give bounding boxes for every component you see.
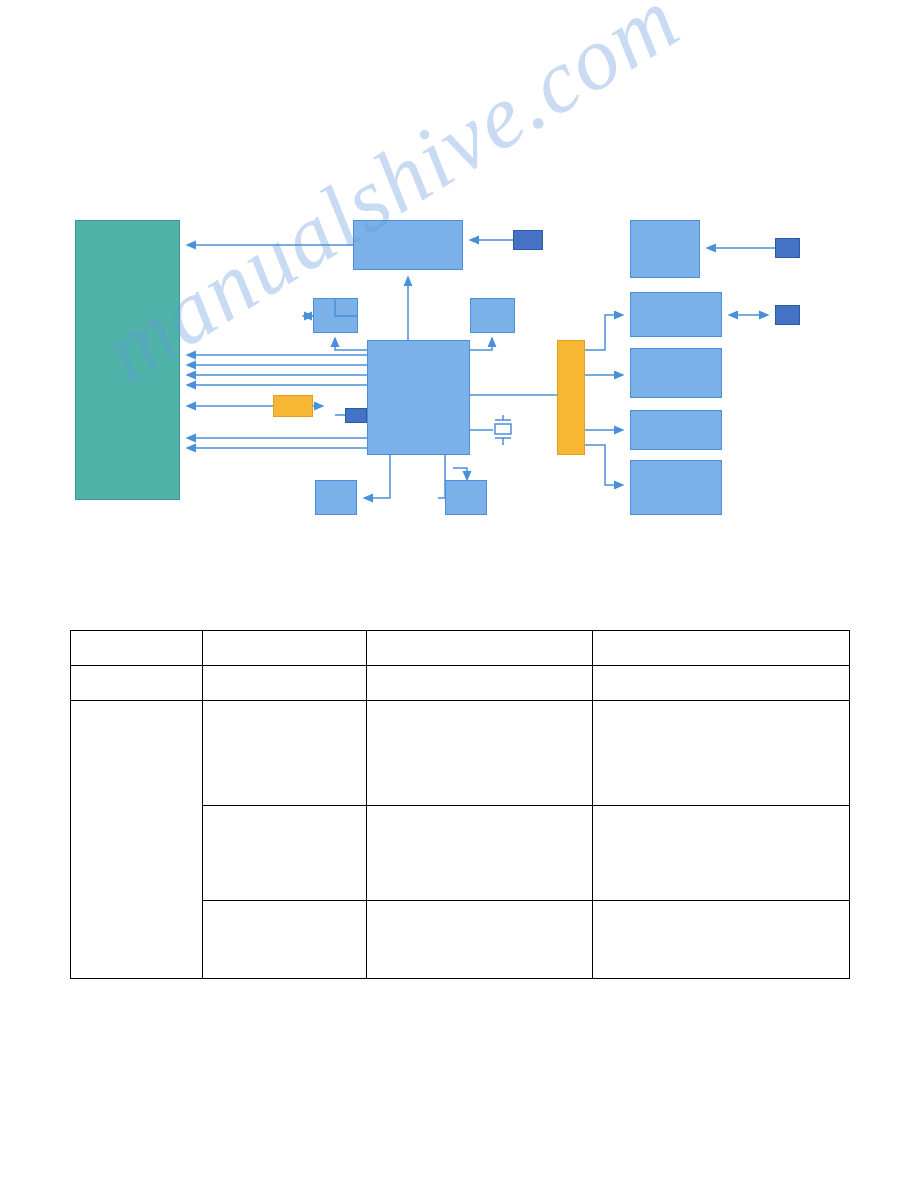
node-r2	[630, 292, 722, 337]
node-center-main	[367, 340, 470, 455]
node-r-top-small	[775, 238, 800, 258]
node-mid-left-small	[313, 298, 358, 333]
node-mid-right-small	[470, 298, 515, 333]
node-r4	[630, 410, 722, 450]
node-top-small-right	[513, 230, 543, 250]
node-r2-small	[775, 305, 800, 325]
node-left-big	[75, 220, 180, 500]
node-bottom-right-small	[445, 480, 487, 515]
node-orange-small	[273, 395, 313, 417]
node-top-center	[353, 220, 463, 270]
crystal-icon	[495, 415, 511, 445]
spec-table	[70, 630, 850, 979]
block-diagram	[75, 220, 845, 530]
node-bottom-left-small	[315, 480, 357, 515]
node-r5	[630, 460, 722, 515]
node-orange-tall	[557, 340, 585, 455]
node-r-top	[630, 220, 700, 278]
node-r3	[630, 348, 722, 398]
node-darkblue-small	[345, 408, 367, 423]
